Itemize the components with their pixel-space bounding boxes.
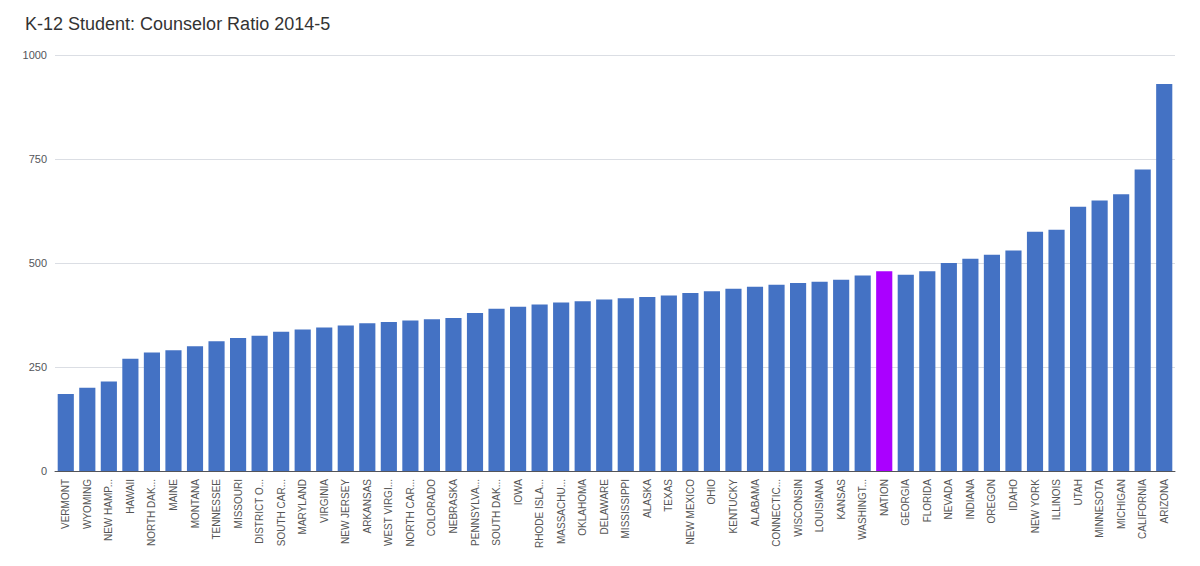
svg-text:WYOMING: WYOMING <box>82 479 93 529</box>
svg-text:MARYLAND: MARYLAND <box>297 479 308 534</box>
svg-text:NEW JERSEY: NEW JERSEY <box>340 479 351 544</box>
svg-text:GEORGIA: GEORGIA <box>900 479 911 526</box>
svg-text:WISCONSIN: WISCONSIN <box>793 479 804 537</box>
svg-text:MAINE: MAINE <box>168 479 179 511</box>
svg-text:MISSISSIPPI: MISSISSIPPI <box>620 479 631 538</box>
svg-text:IDAHO: IDAHO <box>1008 479 1019 511</box>
svg-text:VERMONT: VERMONT <box>60 479 71 529</box>
svg-text:TEXAS: TEXAS <box>663 479 674 512</box>
svg-text:OHIO: OHIO <box>706 479 717 505</box>
svg-text:NATION: NATION <box>879 479 890 516</box>
svg-text:MONTANA: MONTANA <box>190 479 201 529</box>
svg-text:CALIFORNIA: CALIFORNIA <box>1137 479 1148 539</box>
svg-text:NEBRASKA: NEBRASKA <box>448 479 459 534</box>
svg-text:TENNESSEE: TENNESSEE <box>211 479 222 540</box>
svg-text:OKLAHOMA: OKLAHOMA <box>577 479 588 536</box>
svg-text:ARKANSAS: ARKANSAS <box>362 479 373 534</box>
svg-text:ALABAMA: ALABAMA <box>750 479 761 527</box>
svg-text:NEW YORK: NEW YORK <box>1030 479 1041 534</box>
svg-text:500: 500 <box>29 257 47 269</box>
svg-text:MICHIGAN: MICHIGAN <box>1116 479 1127 529</box>
svg-text:SOUTH DAK...: SOUTH DAK... <box>491 479 502 546</box>
svg-text:SOUTH CAR...: SOUTH CAR... <box>276 479 287 546</box>
svg-text:DELAWARE: DELAWARE <box>599 479 610 535</box>
svg-text:NEW HAMP...: NEW HAMP... <box>103 479 114 541</box>
svg-text:INDIANA: INDIANA <box>965 479 976 520</box>
svg-text:CONNECTIC...: CONNECTIC... <box>771 479 782 547</box>
svg-text:NEVADA: NEVADA <box>943 479 954 520</box>
svg-text:WEST VIRGI...: WEST VIRGI... <box>383 479 394 546</box>
svg-text:ARIZONA: ARIZONA <box>1159 479 1170 524</box>
svg-text:RHODE ISLA...: RHODE ISLA... <box>534 479 545 548</box>
svg-text:HAWAII: HAWAII <box>125 479 136 514</box>
svg-text:MINNESOTA: MINNESOTA <box>1094 479 1105 538</box>
svg-text:MISSOURI: MISSOURI <box>233 479 244 528</box>
svg-text:750: 750 <box>29 153 47 165</box>
svg-text:FLORIDA: FLORIDA <box>922 479 933 523</box>
svg-text:K-12 Student: Counselor Ratio: K-12 Student: Counselor Ratio 2014-5 <box>25 14 330 34</box>
svg-text:COLORADO: COLORADO <box>426 479 437 536</box>
svg-text:IOWA: IOWA <box>513 479 524 506</box>
svg-text:1000: 1000 <box>23 49 47 61</box>
svg-text:MASSACHU...: MASSACHU... <box>556 479 567 544</box>
svg-text:WASHINGT...: WASHINGT... <box>857 479 868 540</box>
svg-text:0: 0 <box>41 465 47 477</box>
svg-text:OREGON: OREGON <box>986 479 997 523</box>
svg-text:KANSAS: KANSAS <box>836 479 847 520</box>
svg-text:ILLINOIS: ILLINOIS <box>1051 479 1062 520</box>
svg-text:PENNSYLVA...: PENNSYLVA... <box>470 479 481 546</box>
svg-text:NORTH DAK...: NORTH DAK... <box>146 479 157 546</box>
svg-text:NORTH CAR...: NORTH CAR... <box>405 479 416 547</box>
svg-text:LOUISIANA: LOUISIANA <box>814 479 825 533</box>
svg-text:VIRGINIA: VIRGINIA <box>319 479 330 523</box>
svg-text:NEW MEXICO: NEW MEXICO <box>685 479 696 545</box>
svg-text:UTAH: UTAH <box>1073 479 1084 505</box>
svg-text:KENTUCKY: KENTUCKY <box>728 479 739 534</box>
svg-text:DISTRICT O...: DISTRICT O... <box>254 479 265 544</box>
svg-text:250: 250 <box>29 361 47 373</box>
svg-text:ALASKA: ALASKA <box>642 479 653 518</box>
